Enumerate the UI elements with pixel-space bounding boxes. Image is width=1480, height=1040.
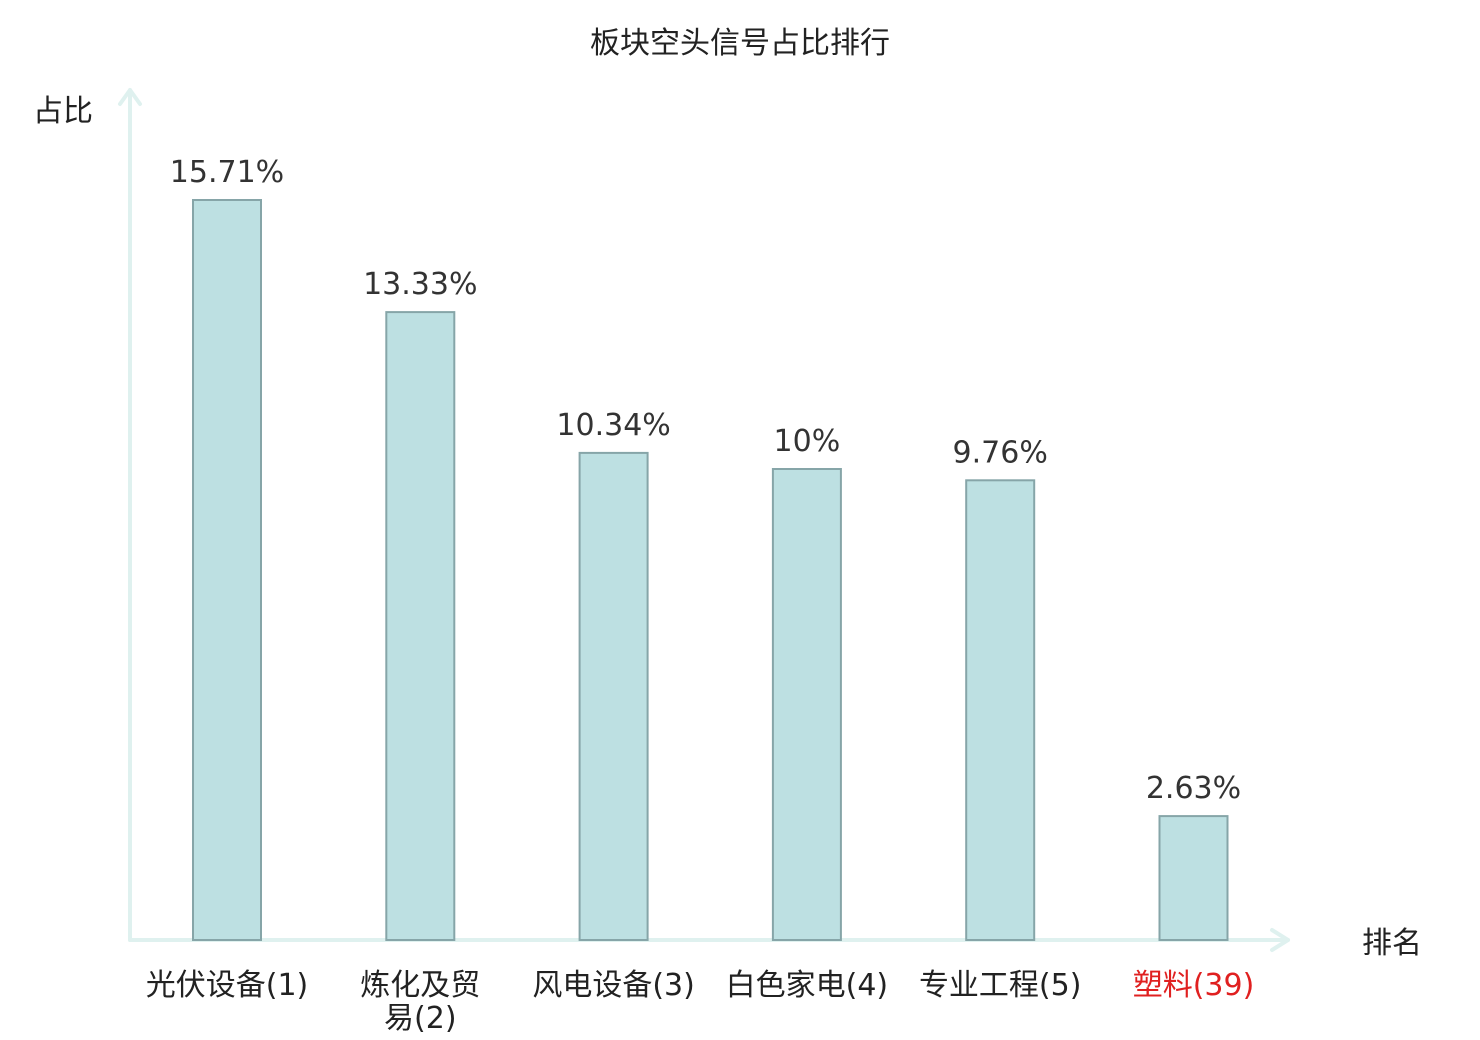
category-tick-label-line: 专业工程(5) <box>919 968 1082 1003</box>
category-tick-label-line: 白色家电(4) <box>726 968 889 1003</box>
bar <box>771 468 842 941</box>
x-axis-label: 排名 <box>1362 926 1422 961</box>
bar-value-label: 10.34% <box>556 408 670 443</box>
category-labels-layer: 光伏设备(1) 炼化及贸易(2) 风电设备(3) 白色家电(4) 专业工程(5) 塑料(3… <box>146 968 1255 1036</box>
value-labels-layer: 15.71% 13.33% 10.34% 10% 9.76% 2.63% <box>170 155 1241 806</box>
bar-value-label: 10% <box>774 424 841 459</box>
bar <box>192 199 262 941</box>
bar-value-label: 9.76% <box>953 435 1048 470</box>
category-tick-label: 炼化及贸易(2) <box>360 968 480 1036</box>
bar-value-label: 13.33% <box>363 267 477 302</box>
category-tick-label-line: 易(2) <box>384 1001 457 1036</box>
bar-value-label: 2.63% <box>1146 771 1241 806</box>
category-tick-label: 风电设备(3) <box>532 968 695 1003</box>
bars-layer <box>192 199 1229 942</box>
x-axis-arrow <box>1270 928 1290 952</box>
y-axis-label: 占比 <box>33 94 93 129</box>
category-tick-label: 塑料(39) <box>1133 968 1255 1003</box>
category-tick-label-line: 塑料(39) <box>1133 968 1255 1003</box>
bar-value-label: 15.71% <box>170 155 284 190</box>
bar <box>965 479 1036 941</box>
category-tick-label: 光伏设备(1) <box>146 968 309 1003</box>
bar <box>385 311 456 942</box>
category-tick-label-line: 风电设备(3) <box>532 968 695 1003</box>
category-tick-label: 专业工程(5) <box>919 968 1082 1003</box>
bar <box>578 451 649 941</box>
category-tick-label: 白色家电(4) <box>726 968 889 1003</box>
y-axis-arrow <box>118 88 142 106</box>
bar <box>1158 815 1229 941</box>
category-tick-label-line: 炼化及贸 <box>360 968 480 1003</box>
category-tick-label-line: 光伏设备(1) <box>146 968 309 1003</box>
chart-title: 板块空头信号占比排行 <box>590 26 890 61</box>
